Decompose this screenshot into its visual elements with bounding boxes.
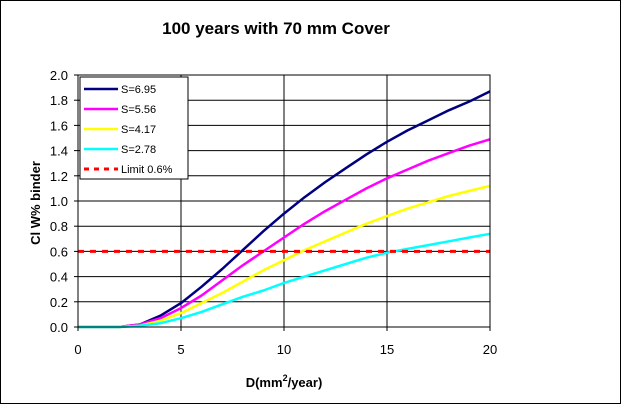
legend: S=6.95 S=5.56 S=4.17 S=2.78 Limit 0.6%: [79, 76, 189, 180]
series-line-s-2-78: [78, 232, 491, 329]
y-tick-label: 1.4: [50, 144, 68, 159]
x-tick-label: 5: [177, 342, 184, 357]
y-tick-label: 0.2: [50, 295, 68, 310]
y-tick-label: 0.0: [50, 320, 68, 335]
x-tick-label: 0: [74, 342, 81, 357]
x-axis-title-end: /year): [288, 375, 323, 390]
x-tick-label: 20: [483, 342, 497, 357]
chart-title: 100 years with 70 mm Cover: [162, 19, 390, 38]
tick-labels: 0.0 0.2 0.4 0.6 0.8 1.0 1.2 1.4 1.6 1.8 2.0 0 5 10 15 2…: [50, 68, 497, 357]
legend-label: S=5.56: [121, 104, 156, 116]
y-axis-title: Cl W% binder: [28, 161, 43, 245]
x-axis-title-main: D(mm: [246, 375, 283, 390]
y-tick-label: 1.0: [50, 194, 68, 209]
legend-entries: S=6.95 S=5.56 S=4.17 S=2.78 Limit 0.6%: [84, 84, 173, 176]
y-tick-label: 1.2: [50, 169, 68, 184]
series-line-s-5-56: [78, 138, 491, 329]
legend-label: Limit 0.6%: [121, 164, 173, 176]
x-tick-label: 10: [277, 342, 291, 357]
x-axis-title: D(mm2/year): [246, 373, 323, 390]
legend-label: S=6.95: [121, 84, 156, 96]
y-tick-label: 0.6: [50, 244, 68, 259]
y-tick-label: 0.8: [50, 219, 68, 234]
x-axis-title-sup: 2: [283, 373, 288, 383]
y-tick-label: 1.8: [50, 93, 68, 108]
series-layer: [78, 90, 491, 329]
y-tick-label: 0.4: [50, 270, 68, 285]
y-tick-label: 1.6: [50, 118, 68, 133]
legend-label: S=2.78: [121, 144, 156, 156]
y-tick-label: 2.0: [50, 68, 68, 83]
legend-label: S=4.17: [121, 124, 156, 136]
x-tick-label: 15: [380, 342, 394, 357]
